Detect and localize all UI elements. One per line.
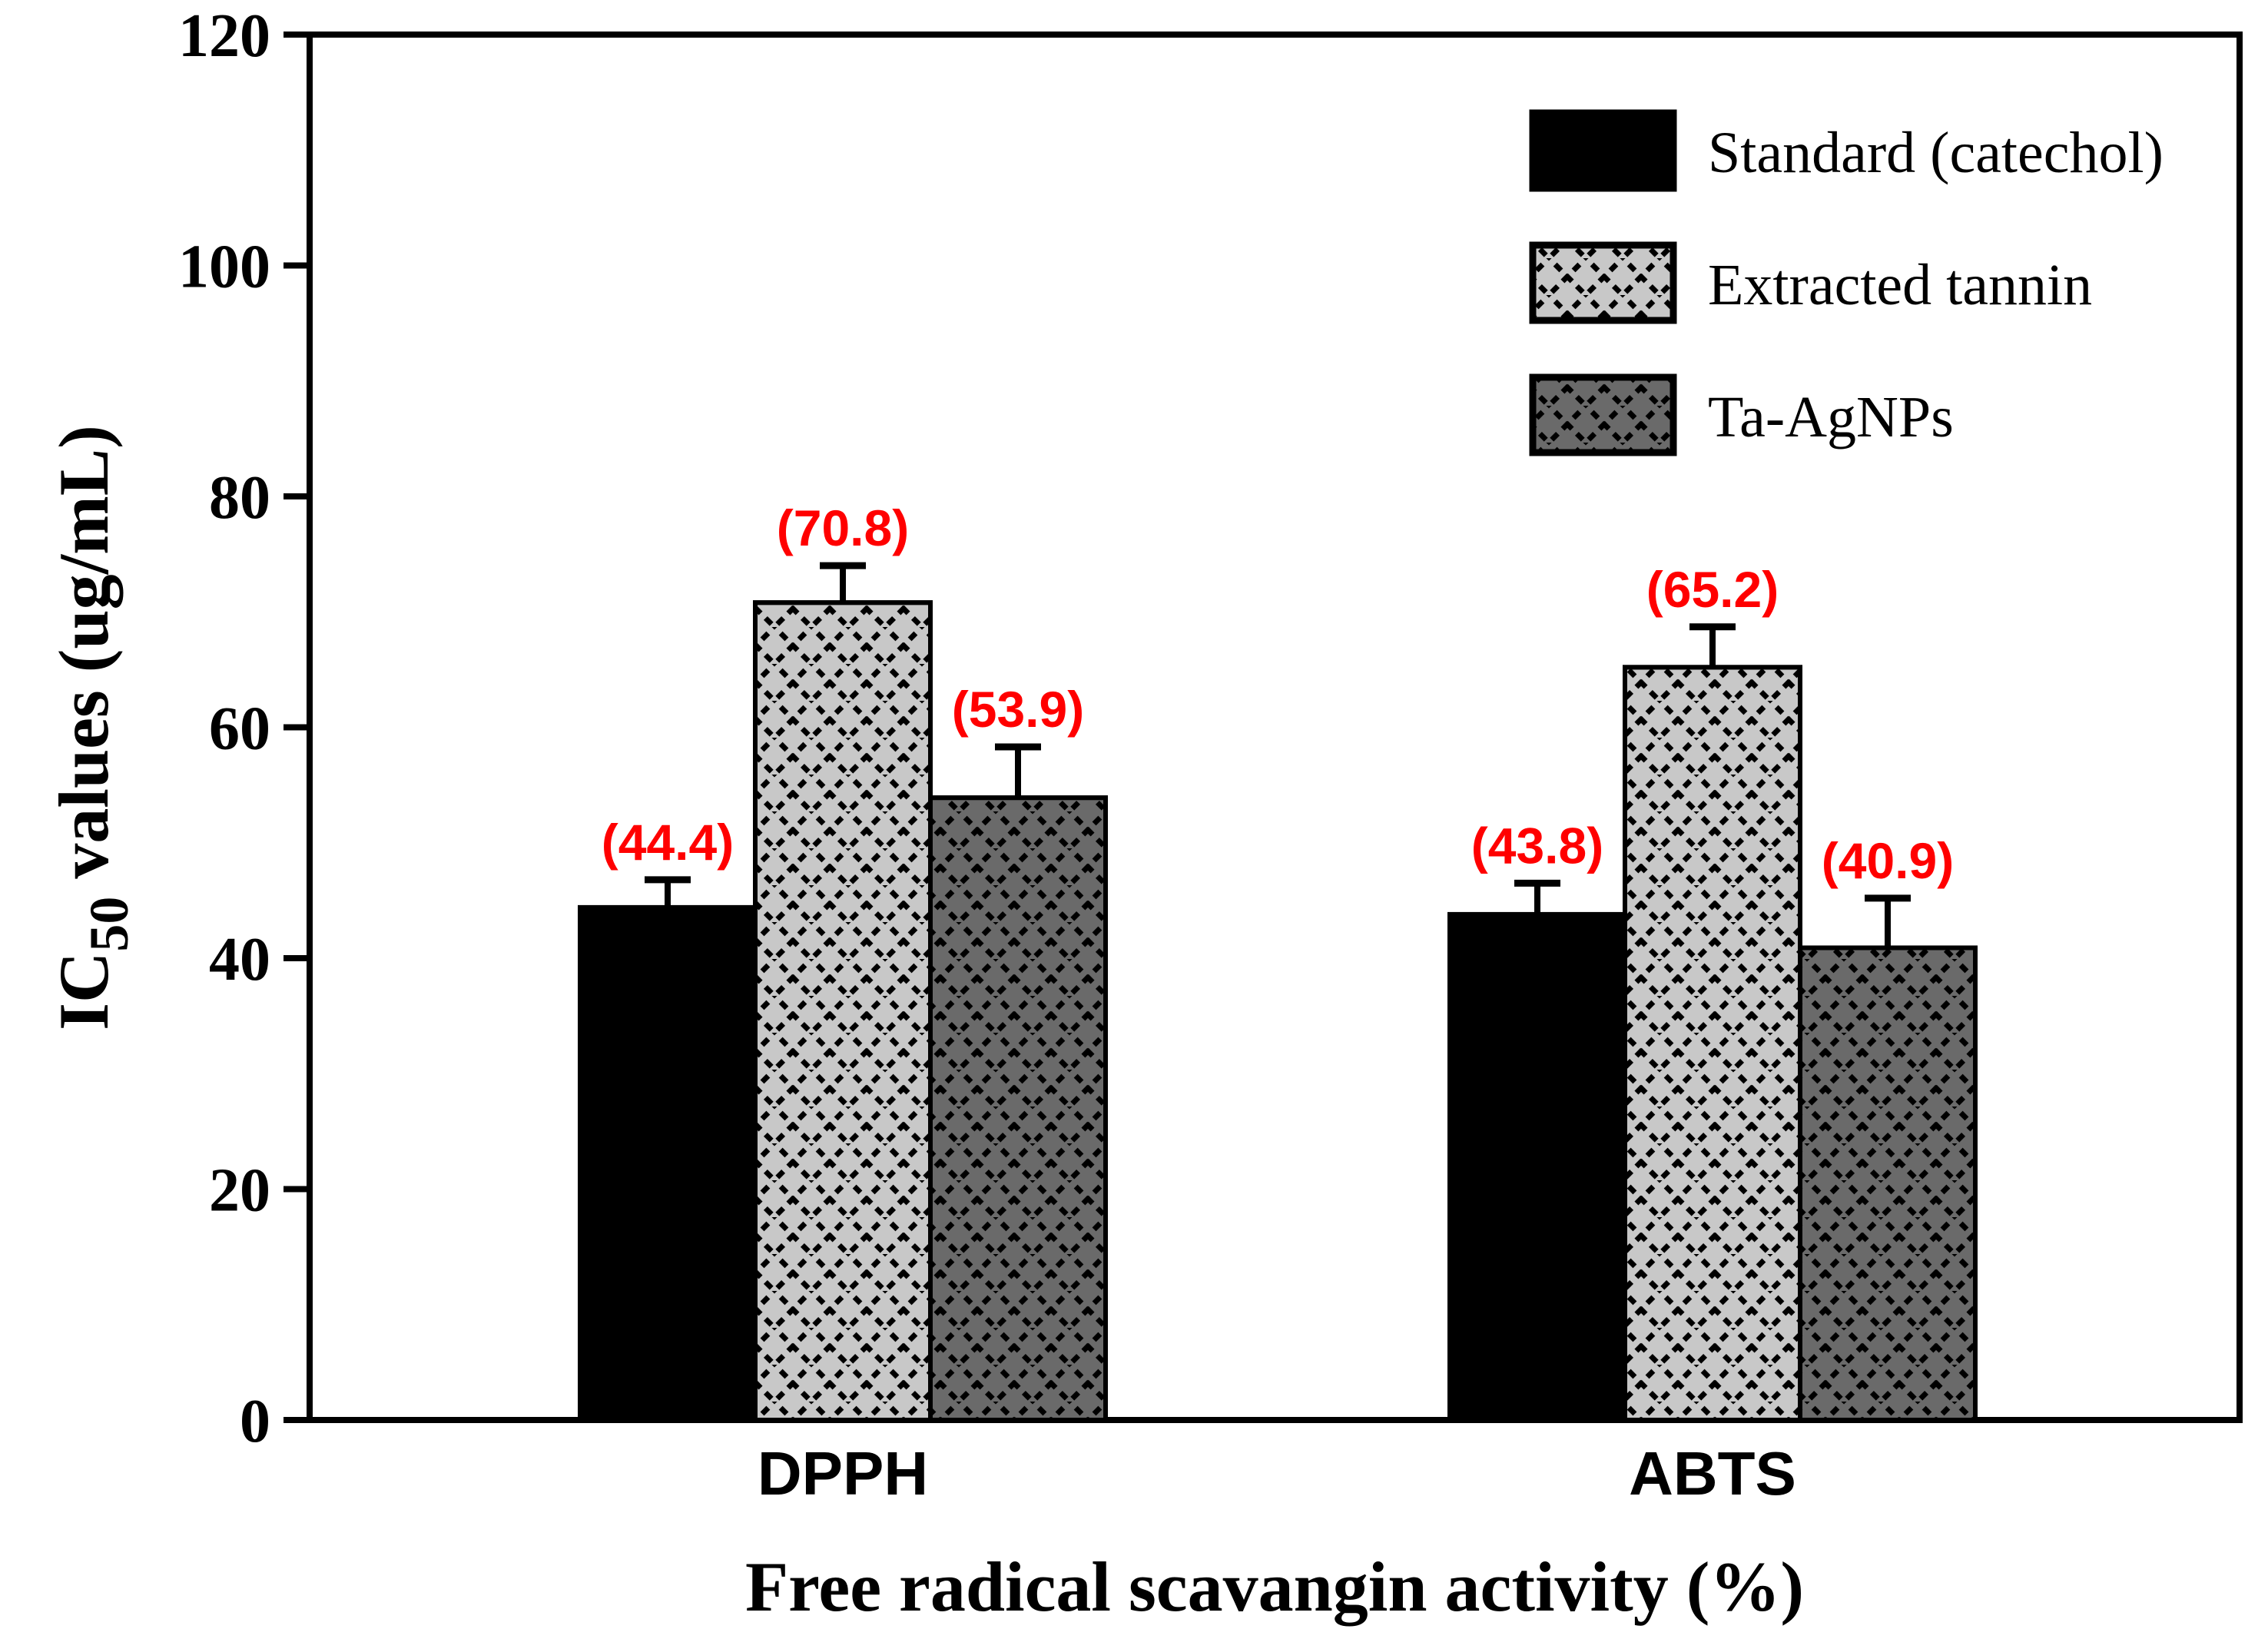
bars-layer: (44.4) (70.8) (53.9) (43.8) (65.2) (40.9) xyxy=(578,499,1978,1423)
bar xyxy=(1447,911,1627,1422)
legend-item-extracted-tannin: Extracted tannin xyxy=(1529,241,2092,324)
y-axis-ticks: 0 20 40 60 80 100 120 xyxy=(178,2,310,1455)
legend-swatch-tannin-hatch xyxy=(1529,241,1677,324)
bar-value-label: (53.9) xyxy=(952,681,1084,738)
bar xyxy=(578,904,758,1422)
y-tick-label: 20 xyxy=(209,1157,270,1225)
legend-swatch-taagnps-hatch xyxy=(1529,373,1677,456)
y-tick-label: 40 xyxy=(209,926,270,994)
y-tick-label: 80 xyxy=(209,464,270,532)
bar-hatch-overlay xyxy=(1623,665,1802,1422)
legend-item-ta-agnps: Ta-AgNPs xyxy=(1529,373,1954,456)
x-category-label: DPPH xyxy=(758,1439,928,1508)
x-category-labels: DPPH ABTS xyxy=(758,1439,1796,1508)
bar-hatch-overlay xyxy=(1798,945,1978,1423)
bar-value-label: (65.2) xyxy=(1646,561,1779,618)
y-axis-title: IC50 values (ug/mL) xyxy=(45,425,140,1030)
bar-value-label: (44.4) xyxy=(602,814,734,871)
legend-swatch-standard xyxy=(1529,109,1677,192)
x-axis-title: Free radical scavangin activity (%) xyxy=(745,1548,1804,1626)
bar-value-label: (70.8) xyxy=(777,499,909,556)
legend: Standard (catechol) Extracted tannin Ta-… xyxy=(1529,109,2164,456)
y-tick-label: 0 xyxy=(240,1388,270,1455)
bar-hatch-overlay xyxy=(753,600,933,1422)
legend-label-tannin: Extracted tannin xyxy=(1708,253,2092,317)
y-tick-label: 100 xyxy=(178,234,270,301)
bar-hatch-overlay xyxy=(928,795,1108,1422)
legend-item-standard-catechol: Standard (catechol) xyxy=(1529,109,2164,192)
x-category-label: ABTS xyxy=(1629,1439,1796,1508)
y-axis-title-suffix: values (ug/mL) xyxy=(45,425,123,896)
legend-label-taagnps: Ta-AgNPs xyxy=(1708,385,1954,450)
y-tick-label: 60 xyxy=(209,695,270,763)
y-tick-label: 120 xyxy=(178,2,270,70)
y-axis-title-prefix: IC xyxy=(45,952,123,1030)
y-axis-title-subscript: 50 xyxy=(78,897,140,952)
bar-value-label: (40.9) xyxy=(1822,832,1954,889)
bar-value-label: (43.8) xyxy=(1471,817,1603,874)
legend-label-standard: Standard (catechol) xyxy=(1708,121,2164,185)
